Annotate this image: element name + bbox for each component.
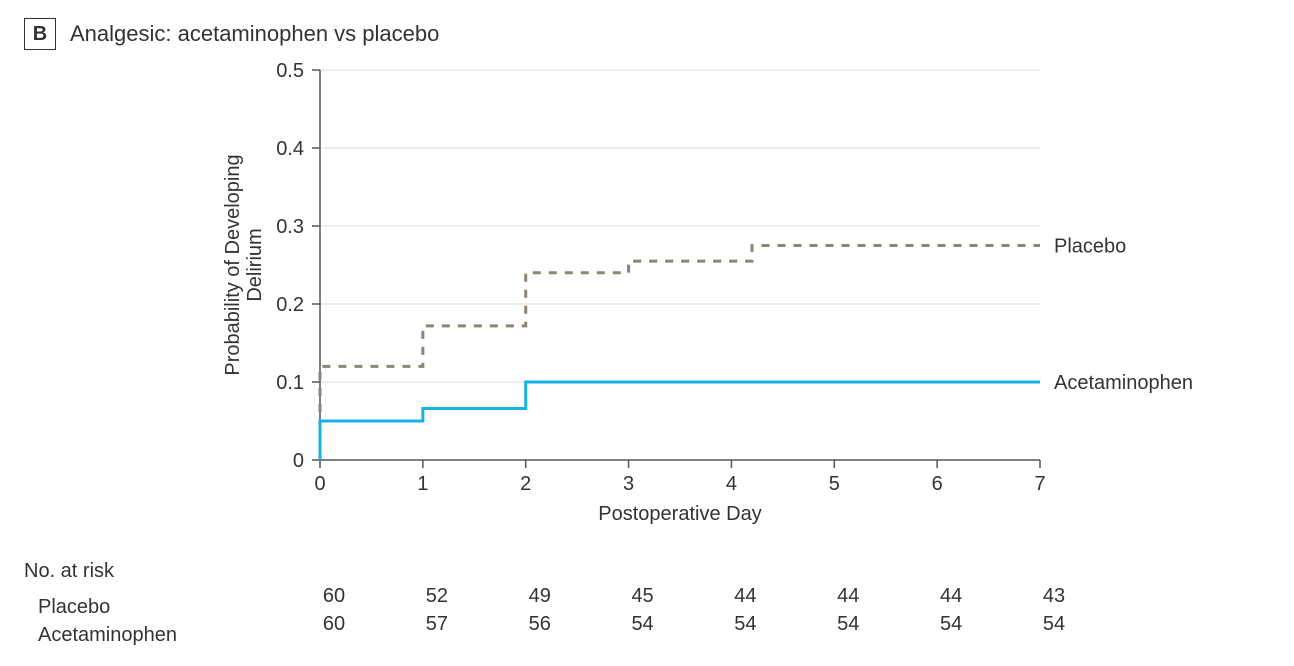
x-tick-label: 0 (314, 473, 325, 495)
x-tick-label: 7 (1034, 473, 1045, 495)
y-tick-label: 0.2 (276, 294, 304, 316)
at-risk-row-label: Acetaminophen (24, 624, 274, 647)
at-risk-cell: 54 (734, 613, 756, 636)
at-risk-cell: 56 (529, 613, 551, 636)
panel-badge: B (24, 18, 56, 50)
y-axis-title: Probability of DevelopingDelirium (222, 154, 266, 375)
at-risk-row-cells: 60 52 49 45 44 44 44 43 (274, 585, 1264, 613)
at-risk-cell: 57 (426, 613, 448, 636)
x-tick-label: 6 (932, 473, 943, 495)
km-chart: 0 1 2 3 4 5 6 7 0 0.1 0.2 0.3 0.4 0.5 Postoperative Da… (200, 60, 1240, 530)
series-label-acetaminophen: Acetaminophen (1054, 372, 1193, 394)
x-tick-label: 3 (623, 473, 634, 495)
at-risk-cell: 44 (837, 585, 859, 608)
figure-panel: B Analgesic: acetaminophen vs placebo 0 1… (0, 0, 1294, 666)
at-risk-cell: 54 (1043, 613, 1065, 636)
at-risk-cell: 52 (426, 585, 448, 608)
at-risk-title: No. at risk (24, 560, 1264, 583)
series-label-placebo: Placebo (1054, 236, 1126, 258)
x-axis-title: Postoperative Day (598, 503, 761, 525)
panel-title: Analgesic: acetaminophen vs placebo (70, 21, 439, 47)
at-risk-cell: 60 (323, 613, 345, 636)
at-risk-cell: 49 (529, 585, 551, 608)
series-placebo (320, 246, 1040, 461)
at-risk-table: No. at risk Placebo6052494544444443Aceta… (24, 560, 1264, 641)
at-risk-cell: 44 (734, 585, 756, 608)
at-risk-cell: 54 (837, 613, 859, 636)
panel-header: B Analgesic: acetaminophen vs placebo (24, 18, 1270, 50)
y-tick-label: 0.1 (276, 372, 304, 394)
at-risk-row-label: Placebo (24, 596, 274, 619)
at-risk-cell: 54 (940, 613, 962, 636)
at-risk-row: Placebo6052494544444443 (24, 585, 1264, 613)
series-acetaminophen (320, 382, 1040, 460)
x-tick-label: 4 (726, 473, 737, 495)
y-tick-label: 0.4 (276, 138, 304, 160)
at-risk-row-cells: 60 57 56 54 54 54 54 54 (274, 613, 1264, 641)
at-risk-cell: 43 (1043, 585, 1065, 608)
x-tick-label: 2 (520, 473, 531, 495)
y-tick-label: 0.5 (276, 60, 304, 82)
y-tick-label: 0.3 (276, 216, 304, 238)
at-risk-cell: 45 (631, 585, 653, 608)
chart-svg: 0 1 2 3 4 5 6 7 0 0.1 0.2 0.3 0.4 0.5 Postoperative Da… (200, 60, 1240, 530)
at-risk-cell: 54 (631, 613, 653, 636)
at-risk-cell: 60 (323, 585, 345, 608)
x-tick-label: 5 (829, 473, 840, 495)
y-tick-label: 0 (293, 450, 304, 472)
at-risk-cell: 44 (940, 585, 962, 608)
x-tick-label: 1 (417, 473, 428, 495)
